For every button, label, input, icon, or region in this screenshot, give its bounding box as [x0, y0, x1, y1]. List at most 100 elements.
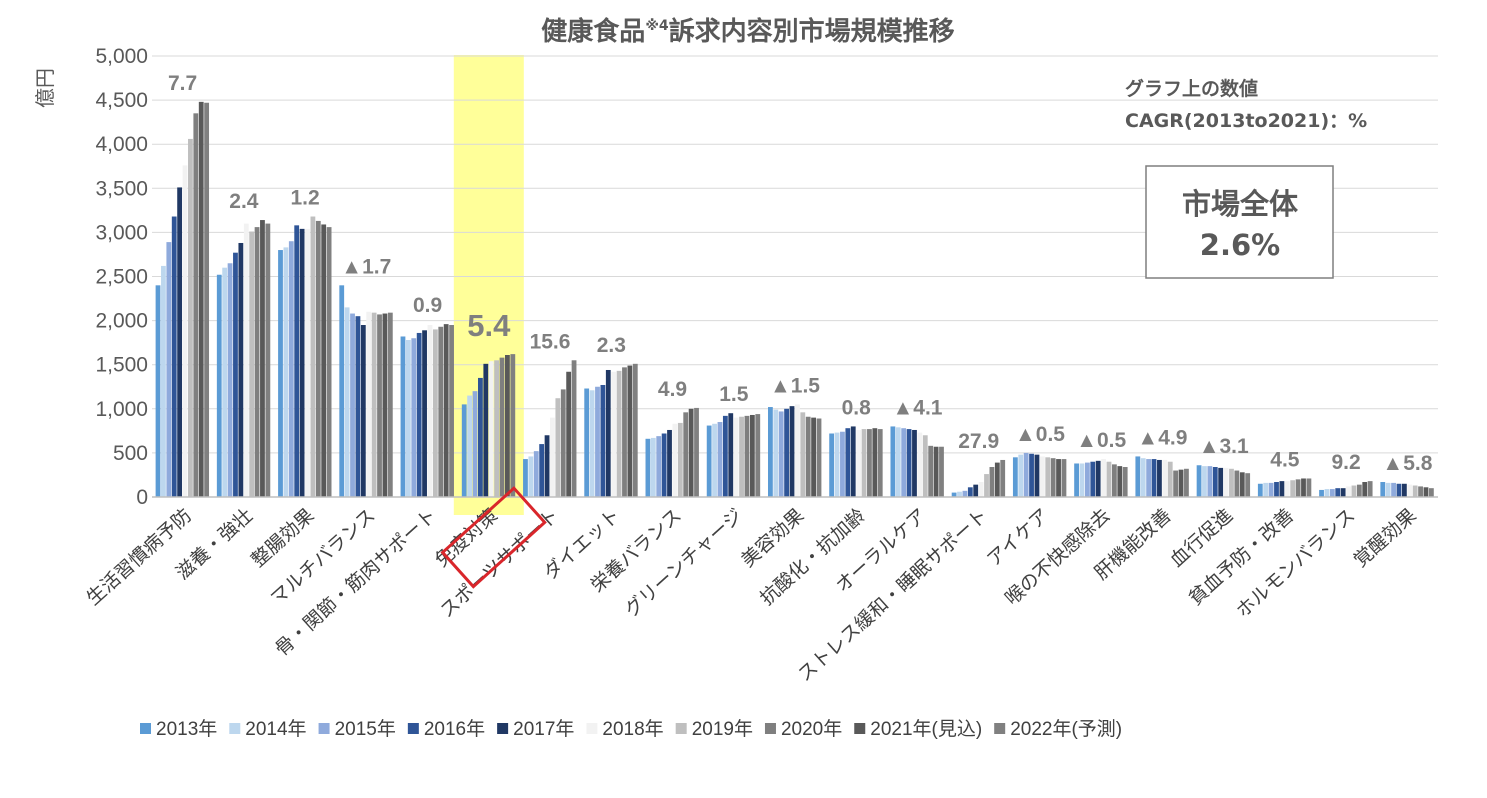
bar	[1151, 459, 1157, 497]
market-total-label: 市場全体	[1182, 187, 1299, 221]
legend-swatch	[318, 723, 330, 734]
bar	[1391, 482, 1396, 497]
bar	[533, 451, 539, 497]
category-label: 抗酸化・抗加齢	[756, 504, 870, 609]
bar	[834, 432, 840, 497]
bar	[387, 312, 393, 497]
chart-title-main: 健康食品	[541, 16, 645, 47]
bar	[499, 357, 505, 497]
bar	[917, 432, 923, 497]
bar	[523, 459, 528, 497]
bar	[371, 312, 377, 497]
bar	[528, 456, 534, 497]
bar	[1000, 459, 1006, 497]
bar	[1056, 459, 1061, 497]
bar	[957, 491, 962, 497]
bar	[400, 336, 406, 497]
bar	[778, 411, 784, 497]
bar	[1234, 470, 1240, 497]
bar	[233, 252, 238, 497]
bar	[872, 428, 878, 497]
cagr-label: 4.9	[658, 378, 687, 401]
y-tick-label: 0	[136, 486, 148, 509]
bar	[1050, 458, 1056, 497]
bar	[227, 263, 233, 497]
bar	[1428, 488, 1434, 497]
bar	[1367, 481, 1373, 497]
bar	[505, 355, 510, 497]
bar	[238, 242, 244, 497]
bar	[1329, 489, 1335, 497]
bar	[432, 329, 438, 497]
bar	[728, 413, 734, 497]
bar	[566, 371, 572, 497]
bar	[416, 332, 422, 497]
chart-title-superscript: ※4	[645, 18, 669, 34]
bar	[315, 220, 321, 497]
bar	[1202, 466, 1207, 497]
bar	[650, 437, 656, 497]
bar	[816, 418, 822, 497]
bar	[1106, 461, 1112, 497]
bar	[622, 367, 627, 497]
bar	[667, 429, 672, 497]
cagr-label: 27.9	[958, 430, 999, 453]
bar	[1274, 482, 1279, 497]
bar	[544, 435, 550, 497]
bar	[739, 416, 744, 497]
bar	[939, 446, 944, 497]
legend-entry: 2016年	[424, 718, 485, 740]
bar	[773, 409, 779, 497]
y-tick-label: 2,500	[95, 266, 148, 289]
bar	[1257, 483, 1263, 497]
legend-entry: 2021年(見込)	[870, 718, 982, 740]
bar	[1239, 472, 1245, 497]
bar	[155, 285, 161, 497]
bar	[973, 484, 979, 497]
cagr-label: 9.2	[1331, 451, 1360, 474]
bar	[589, 390, 595, 497]
bar	[1157, 459, 1162, 497]
cagr-label: ▲3.1	[1199, 435, 1249, 458]
bar	[1284, 481, 1290, 497]
legend-entry: 2014年	[245, 718, 306, 740]
cagr-label: ▲4.9	[1137, 426, 1187, 449]
bar	[755, 414, 761, 497]
bar	[488, 361, 494, 497]
bar	[706, 425, 712, 497]
bar	[645, 438, 651, 497]
bar	[1396, 483, 1402, 497]
bar	[1074, 463, 1079, 497]
bar	[1295, 479, 1301, 497]
bar	[867, 429, 872, 497]
bar	[182, 165, 188, 497]
bar	[962, 490, 968, 497]
bar	[1218, 467, 1224, 497]
bar	[344, 307, 350, 497]
bar	[1324, 489, 1330, 497]
legend: 2013年 2014年 2015年 2016年 2017年 2018年 2019年 2020年…	[140, 718, 1122, 740]
bar	[584, 388, 590, 497]
bar	[265, 223, 271, 497]
cagr-label: 0.9	[413, 294, 442, 317]
bar	[877, 429, 883, 497]
y-tick-label: 3,500	[95, 177, 148, 200]
bar	[1184, 468, 1189, 497]
bar	[744, 415, 750, 497]
bar	[605, 369, 611, 497]
y-tick-label: 1,000	[95, 398, 148, 421]
bar	[1101, 459, 1106, 497]
bar	[294, 225, 300, 497]
bar	[1207, 466, 1213, 497]
bar	[1356, 484, 1362, 497]
legend-swatch	[854, 723, 866, 734]
bar	[928, 445, 934, 497]
y-tick-label: 4,000	[95, 133, 148, 156]
bar	[1146, 459, 1152, 497]
bar	[978, 482, 984, 497]
bar	[901, 428, 907, 497]
bar	[661, 433, 667, 497]
bar	[171, 216, 177, 497]
bar	[890, 426, 896, 497]
